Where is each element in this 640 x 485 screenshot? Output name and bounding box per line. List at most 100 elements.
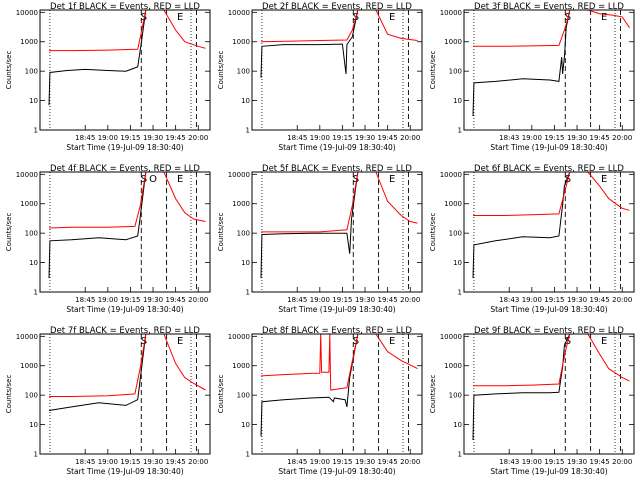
chart-title: Det 7f BLACK = Events, RED = LLD	[50, 326, 200, 336]
x-tick-label: 19:15	[544, 458, 564, 466]
y-tick-label: 100	[449, 230, 462, 238]
y-tick-label: 1000	[20, 200, 38, 208]
y-tick-label: 1000	[444, 38, 462, 46]
chart-title: Det 9f BLACK = Events, RED = LLD	[474, 326, 624, 336]
chart-title: Det 3f BLACK = Events, RED = LLD	[474, 2, 624, 12]
y-tick-label: 10	[241, 259, 250, 267]
x-tick-label: 20:00	[612, 458, 632, 466]
y-axis-label: Counts/sec	[217, 51, 225, 90]
y-axis-label: Counts/sec	[217, 213, 225, 252]
y-tick-label: 1	[34, 289, 38, 297]
y-axis-label: Counts/sec	[5, 375, 13, 414]
x-axis-label: Start Time (19-Jul-09 18:30:40)	[278, 305, 395, 314]
series-line-red	[473, 10, 630, 47]
x-tick-label: 19:00	[98, 296, 118, 304]
x-axis-label: Start Time (19-Jul-09 18:30:40)	[278, 143, 395, 152]
y-tick-label: 10	[453, 259, 462, 267]
x-tick-label: 19:30	[355, 134, 375, 142]
x-tick-label: 19:45	[166, 296, 186, 304]
series-line-red	[49, 334, 206, 397]
chart-title: Det 8f BLACK = Events, RED = LLD	[262, 326, 412, 336]
x-tick-label: 19:15	[120, 134, 140, 142]
chart-panel-8: Det 8f BLACK = Events, RED = LLD Counts/s…	[217, 326, 423, 476]
series-line-black	[472, 172, 571, 279]
y-tick-label: 100	[237, 230, 250, 238]
x-axis-label: Start Time (19-Jul-09 18:30:40)	[490, 305, 607, 314]
x-tick-label: 19:00	[522, 134, 542, 142]
chart-panel-4: Det 4f BLACK = Events, RED = LLD Counts/s…	[5, 164, 211, 314]
x-axis-label: Start Time (19-Jul-09 18:30:40)	[66, 467, 183, 476]
x-tick-label: 19:15	[120, 458, 140, 466]
x-tick-label: 18:45	[75, 296, 95, 304]
plot-frame	[463, 9, 635, 131]
x-tick-label: 19:45	[590, 296, 610, 304]
y-axis-label: Counts/sec	[429, 375, 437, 414]
x-tick-label: 19:30	[355, 458, 375, 466]
y-tick-label: 1	[458, 127, 462, 135]
x-tick-label: 19:15	[120, 296, 140, 304]
x-tick-label: 19:30	[567, 296, 587, 304]
plot-frame	[251, 9, 423, 131]
event-marker-E: E	[177, 12, 183, 23]
x-tick-label: 19:30	[143, 458, 163, 466]
plot-frame	[251, 333, 423, 455]
series-line-black	[48, 334, 147, 411]
event-marker-O: O	[149, 174, 157, 185]
y-tick-label: 10000	[16, 333, 38, 341]
x-tick-label: 19:30	[355, 296, 375, 304]
y-tick-label: 100	[449, 392, 462, 400]
x-tick-label: 20:00	[188, 134, 208, 142]
y-tick-label: 1	[34, 127, 38, 135]
chart-panel-1: Det 1f BLACK = Events, RED = LLD Counts/s…	[5, 2, 211, 152]
y-tick-label: 10	[29, 97, 38, 105]
y-tick-label: 10000	[228, 9, 250, 17]
y-tick-label: 1	[246, 289, 250, 297]
x-tick-label: 20:00	[612, 296, 632, 304]
series-line-black	[260, 172, 359, 279]
x-tick-label: 20:00	[400, 134, 420, 142]
series-line-red	[48, 172, 206, 229]
y-axis-label: Counts/sec	[429, 51, 437, 90]
plot-frame	[39, 333, 211, 455]
event-marker-E: E	[601, 12, 607, 23]
y-tick-label: 1000	[232, 362, 250, 370]
x-axis-label: Start Time (19-Jul-09 18:30:40)	[66, 305, 183, 314]
event-marker-E: E	[601, 174, 607, 185]
y-tick-label: 10	[241, 421, 250, 429]
event-marker-S: S	[141, 174, 147, 185]
x-tick-label: 18:45	[287, 134, 307, 142]
chart-title: Det 6f BLACK = Events, RED = LLD	[474, 164, 624, 174]
event-marker-E: E	[177, 174, 183, 185]
chart-title: Det 5f BLACK = Events, RED = LLD	[262, 164, 412, 174]
event-marker-S: S	[141, 336, 147, 347]
y-tick-label: 1000	[232, 38, 250, 46]
y-tick-label: 10	[453, 97, 462, 105]
x-tick-label: 19:45	[166, 134, 186, 142]
y-tick-label: 10	[29, 259, 38, 267]
x-axis-label: Start Time (19-Jul-09 18:30:40)	[490, 143, 607, 152]
series-line-red	[260, 10, 418, 43]
x-tick-label: 19:15	[332, 296, 352, 304]
x-tick-label: 19:45	[590, 134, 610, 142]
x-tick-label: 20:00	[188, 296, 208, 304]
y-tick-label: 1000	[20, 362, 38, 370]
series-line-black	[48, 10, 147, 106]
y-tick-label: 100	[449, 68, 462, 76]
x-tick-label: 20:00	[188, 458, 208, 466]
y-tick-label: 100	[25, 230, 38, 238]
y-tick-label: 10	[453, 421, 462, 429]
y-tick-label: 1	[246, 127, 250, 135]
plot-frame	[39, 9, 211, 131]
y-tick-label: 10000	[440, 333, 462, 341]
y-tick-label: 10000	[440, 9, 462, 17]
y-tick-label: 10000	[16, 171, 38, 179]
y-tick-label: 1	[458, 289, 462, 297]
event-marker-E: E	[601, 336, 607, 347]
x-tick-label: 19:45	[590, 458, 610, 466]
y-tick-label: 1000	[20, 38, 38, 46]
x-axis-label: Start Time (19-Jul-09 18:30:40)	[490, 467, 607, 476]
plot-frame	[251, 171, 423, 293]
y-tick-label: 1000	[232, 200, 250, 208]
